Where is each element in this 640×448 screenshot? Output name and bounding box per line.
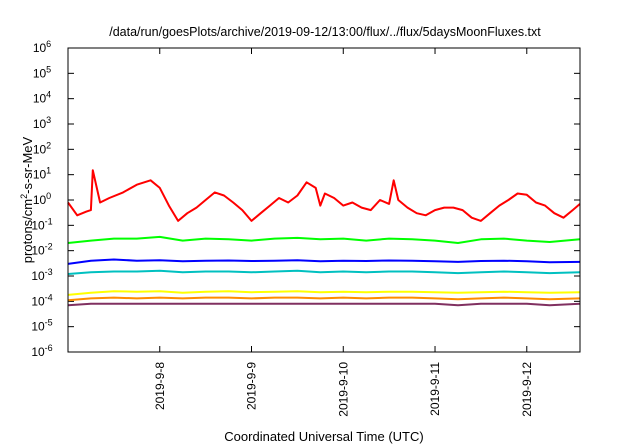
y-tick-exponent: 3: [46, 115, 51, 125]
y-tick-base: 10: [31, 294, 45, 308]
y-tick-exponent: -3: [45, 267, 53, 277]
y-tick-base: 10: [31, 345, 45, 359]
y-tick-base: 10: [31, 218, 45, 232]
y-tick-base: 10: [31, 269, 45, 283]
y-tick-exponent: 1: [46, 166, 51, 176]
plot-frame: [67, 47, 581, 353]
series-line: [67, 235, 581, 244]
y-axis-label-main: protons/cm: [20, 199, 35, 263]
x-tick-label: 2019-9-11: [428, 362, 442, 416]
y-tick-exponent: -6: [45, 343, 53, 353]
y-tick-exponent: -1: [45, 216, 53, 226]
y-tick-exponent: 4: [46, 90, 51, 100]
y-axis-ticks: 10-610-510-410-310-210-11001011021031041…: [31, 39, 580, 359]
y-axis-label: protons/cm2-s-sr-MeV: [19, 136, 35, 263]
y-tick-exponent: -2: [45, 242, 53, 252]
y-tick-label: 10-4: [31, 292, 52, 308]
series-line: [67, 302, 581, 307]
series-line: [67, 296, 581, 302]
chart-title: /data/run/goesPlots/archive/2019-09-12/1…: [109, 25, 541, 39]
y-tick-label: 10-3: [31, 267, 52, 283]
y-axis-label-rest: -s-sr-MeV: [20, 136, 35, 193]
series-line: [67, 169, 581, 222]
y-tick-base: 10: [33, 117, 47, 131]
y-tick-label: 10-6: [31, 343, 52, 359]
y-tick-base: 10: [33, 142, 47, 156]
y-tick-exponent: -4: [45, 292, 53, 302]
y-tick-exponent: 5: [46, 64, 51, 74]
y-tick-label: 104: [33, 90, 51, 106]
series-line: [67, 290, 581, 296]
x-axis-label: Coordinated Universal Time (UTC): [224, 429, 423, 444]
series-line: [67, 269, 581, 275]
y-tick-label: 10-1: [31, 216, 52, 232]
y-tick-base: 10: [31, 320, 45, 334]
y-tick-label: 10-5: [31, 318, 52, 334]
y-tick-exponent: 2: [46, 140, 51, 150]
y-tick-label: 100: [33, 191, 51, 207]
y-tick-label: 106: [33, 39, 51, 55]
x-tick-label: 2019-9-9: [245, 362, 259, 410]
y-axis-label-superscript: 2: [19, 194, 29, 199]
y-tick-label: 103: [33, 115, 51, 131]
y-tick-base: 10: [33, 92, 47, 106]
x-axis-ticks: 2019-9-8 2019-9-9 2019-9-10 2019-9-11 2019-9…: [153, 48, 534, 417]
y-tick-base: 10: [33, 193, 47, 207]
x-tick-label: 2019-9-12: [520, 362, 534, 417]
y-tick-base: 10: [33, 66, 47, 80]
y-tick-label: 105: [33, 64, 51, 80]
y-tick-exponent: -5: [45, 318, 53, 328]
y-tick-base: 10: [33, 168, 47, 182]
x-tick-label: 2019-9-8: [153, 362, 167, 410]
y-tick-exponent: 6: [46, 39, 51, 49]
y-tick-base: 10: [31, 244, 45, 258]
y-tick-label: 10-2: [31, 242, 52, 258]
y-tick-exponent: 0: [46, 191, 51, 201]
y-tick-label: 101: [33, 166, 51, 182]
y-tick-label: 102: [33, 140, 51, 156]
series-line: [67, 258, 581, 265]
data-series: [67, 169, 581, 307]
y-tick-base: 10: [33, 41, 47, 55]
x-tick-label: 2019-9-10: [336, 362, 350, 417]
